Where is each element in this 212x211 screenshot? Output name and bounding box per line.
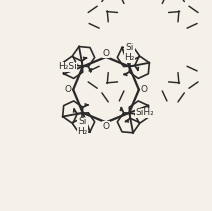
Text: H₂Si: H₂Si bbox=[58, 62, 76, 71]
Text: SiH₂: SiH₂ bbox=[136, 108, 154, 117]
Text: O: O bbox=[102, 122, 110, 131]
Text: Si
H₂: Si H₂ bbox=[124, 43, 134, 62]
Text: O: O bbox=[140, 85, 147, 94]
Text: Si
H₂: Si H₂ bbox=[78, 117, 88, 137]
Text: O: O bbox=[65, 85, 72, 94]
Text: O: O bbox=[102, 49, 110, 58]
